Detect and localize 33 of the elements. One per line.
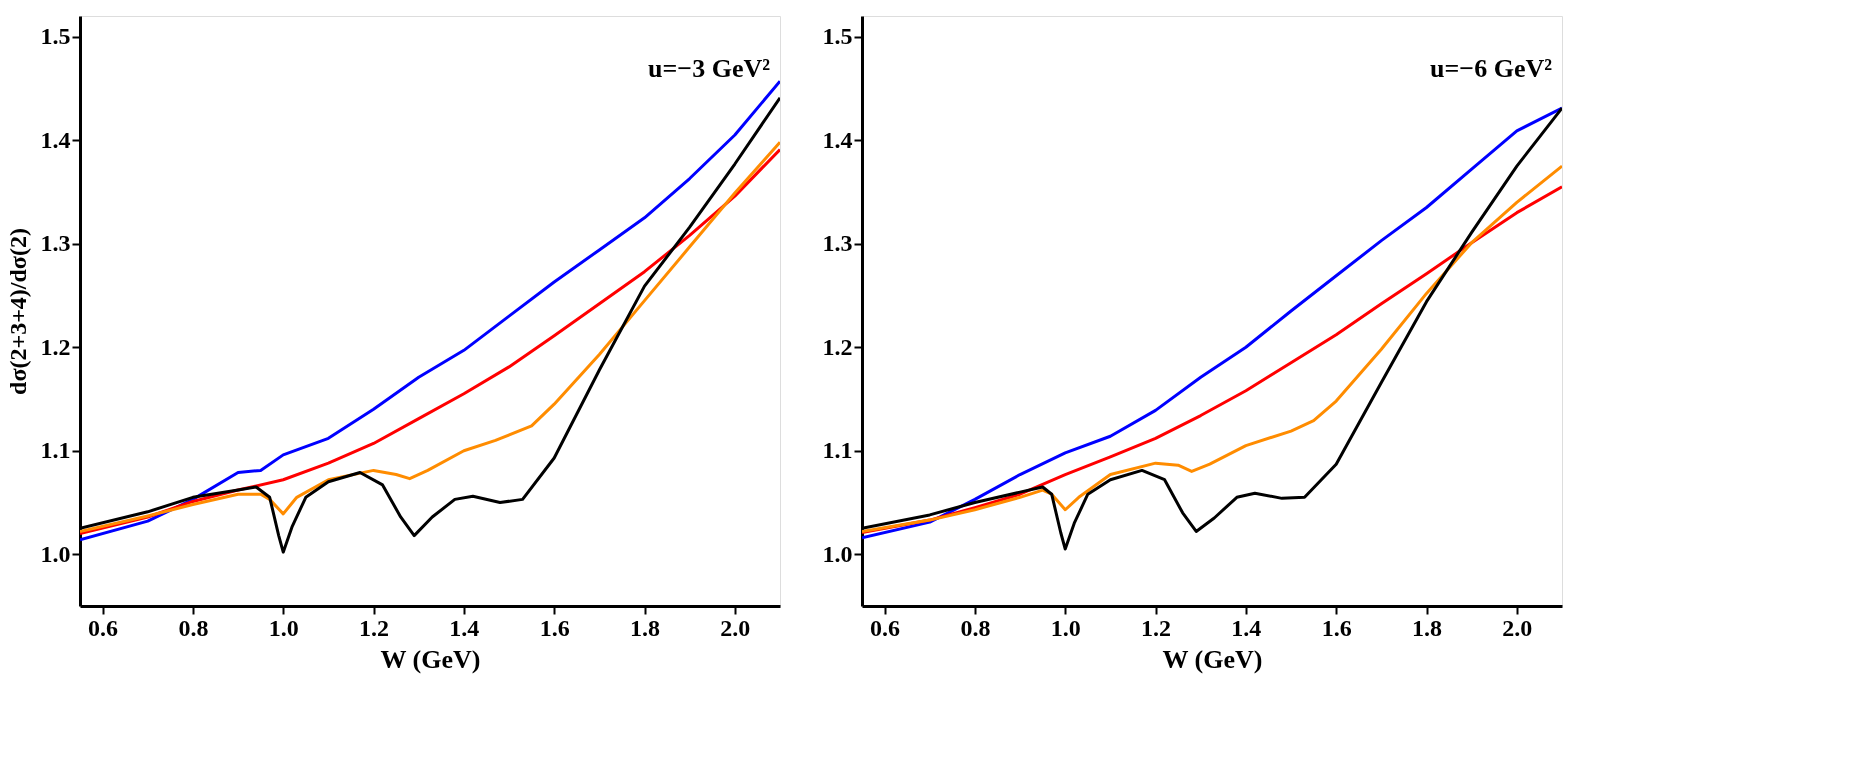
y-tick-label: 1.0 [822, 540, 853, 567]
x-tick-label: 1.0 [268, 614, 299, 641]
x-tick-label: 0.6 [870, 614, 901, 641]
y-tick-label: 1.1 [822, 437, 853, 464]
y-tick-label: 1.5 [822, 23, 853, 50]
x-tick-label: 0.8 [178, 614, 209, 641]
x-tick-label: 0.6 [88, 614, 119, 641]
y-tick-label: 1.1 [40, 437, 71, 464]
y-tick-label: 1.2 [822, 333, 853, 360]
y-tick-label: 1.4 [822, 126, 853, 153]
x-tick-label: 1.6 [1321, 614, 1352, 641]
y-tick-label: 1.4 [40, 126, 71, 153]
x-tick-label: 0.8 [960, 614, 991, 641]
y-tick-label: 1.5 [40, 23, 71, 50]
x-tick-label: 1.0 [1050, 614, 1081, 641]
x-tick-label: 1.6 [539, 614, 570, 641]
x-tick-label: 2.0 [720, 614, 751, 641]
y-axis-title: dσ(2+3+4)/dσ(2) [4, 228, 31, 395]
y-tick-label: 1.2 [40, 333, 71, 360]
annotation: u=−6 GeV² [1430, 54, 1553, 83]
x-tick-label: 1.8 [630, 614, 661, 641]
x-tick-label: 1.2 [359, 614, 390, 641]
annotation: u=−3 GeV² [648, 54, 771, 83]
x-tick-label: 1.8 [1412, 614, 1443, 641]
x-axis-title: W (GeV) [1162, 644, 1263, 674]
y-tick-label: 1.0 [40, 540, 71, 567]
x-tick-label: 1.4 [1231, 614, 1262, 641]
x-tick-label: 1.2 [1141, 614, 1172, 641]
x-tick-label: 2.0 [1502, 614, 1533, 641]
y-tick-label: 1.3 [822, 230, 853, 257]
x-axis-title: W (GeV) [380, 644, 481, 674]
y-tick-label: 1.3 [40, 230, 71, 257]
x-tick-label: 1.4 [449, 614, 480, 641]
